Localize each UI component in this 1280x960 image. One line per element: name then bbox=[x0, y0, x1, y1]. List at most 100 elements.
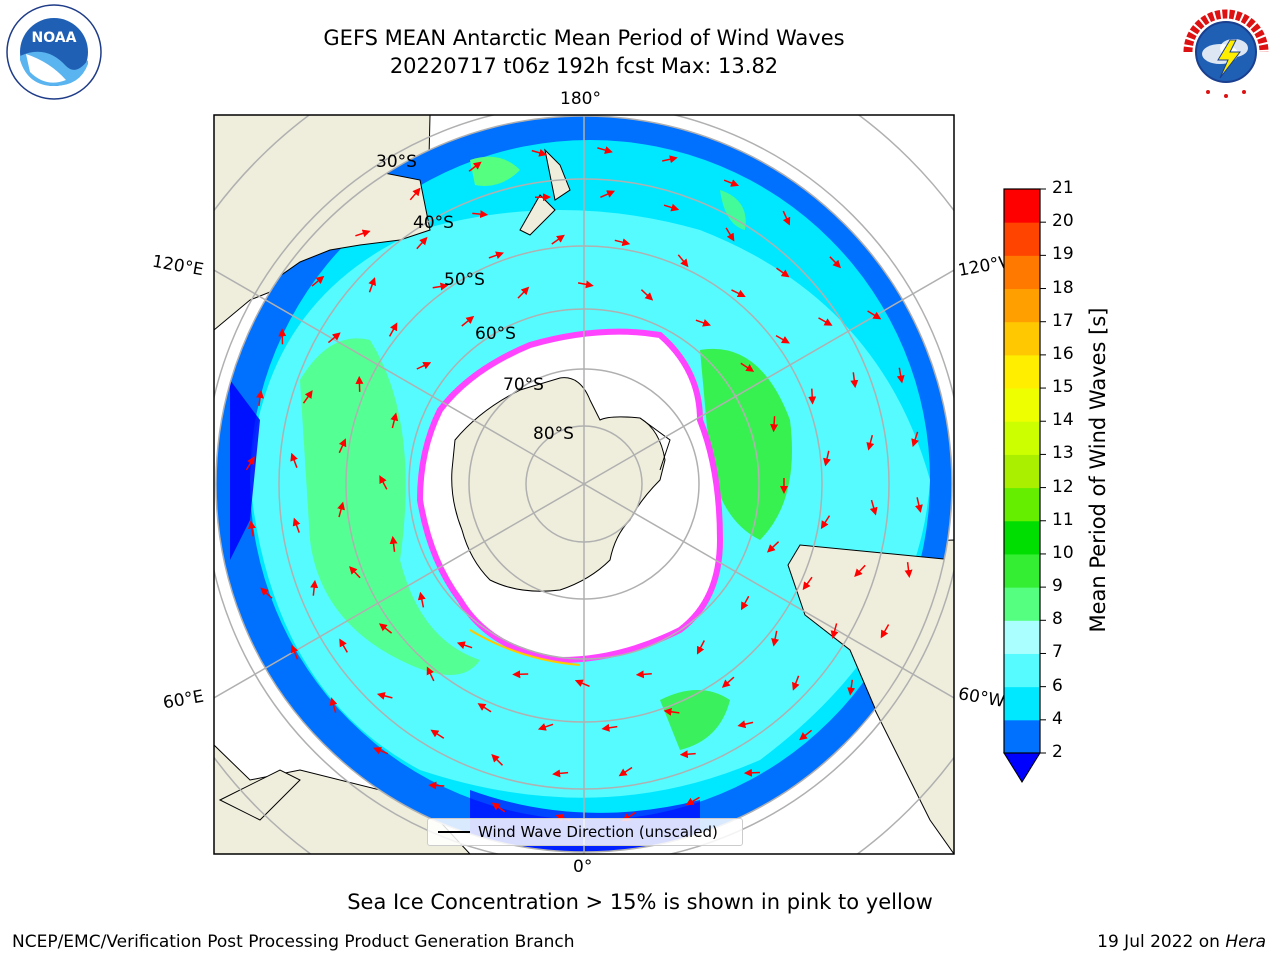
wind-wave-arrow bbox=[820, 515, 831, 530]
wind-wave-arrow bbox=[290, 644, 299, 660]
wind-wave-arrow bbox=[329, 697, 338, 713]
wind-wave-arrow bbox=[551, 234, 565, 245]
land-new-zealand bbox=[544, 148, 571, 201]
footer-date: 19 Jul 2022 on Hera bbox=[1097, 932, 1266, 952]
colorbar-tick-label: 9 bbox=[1052, 576, 1063, 597]
colorbar-band bbox=[1004, 321, 1040, 356]
wind-wave-arrow bbox=[830, 623, 839, 639]
wind-wave-arrow bbox=[432, 282, 449, 291]
svg-text:NOAA: NOAA bbox=[32, 30, 77, 46]
map-title: GEFS MEAN Antarctic Mean Period of Wind … bbox=[323, 26, 845, 50]
colorbar-band bbox=[1004, 354, 1040, 389]
lat-label-70s: 70°S bbox=[503, 375, 544, 395]
wind-wave-arrow bbox=[850, 372, 859, 389]
wind-wave-arrow bbox=[409, 187, 421, 201]
wind-wave-arrow bbox=[823, 450, 831, 467]
wind-wave-arrow bbox=[847, 679, 856, 696]
wind-wave-arrow bbox=[880, 624, 890, 639]
wind-wave-arrow bbox=[622, 811, 636, 822]
colorbar-band bbox=[1004, 454, 1040, 489]
colorbar-tick-label: 16 bbox=[1052, 343, 1074, 364]
wind-wave-arrow bbox=[430, 729, 445, 739]
colorbar-tick-label: 2 bbox=[1052, 742, 1063, 762]
wind-wave-arrow bbox=[260, 587, 273, 599]
wind-wave-arrow bbox=[337, 501, 345, 518]
lat-label-50s: 50°S bbox=[444, 270, 485, 290]
colorbar-tick-label: 19 bbox=[1052, 244, 1074, 265]
lat-label-60s: 60°S bbox=[475, 324, 516, 344]
wind-wave-arrow bbox=[766, 541, 780, 553]
colorbar-band bbox=[1004, 288, 1040, 323]
wind-wave-arrow bbox=[731, 289, 746, 298]
wind-wave-arrow bbox=[782, 210, 791, 226]
wind-wave-arrow bbox=[771, 630, 780, 647]
wind-wave-arrow bbox=[390, 412, 399, 429]
wind-wave-arrow bbox=[338, 438, 347, 454]
lat-label-80s: 80°S bbox=[533, 424, 574, 444]
colorbar-label: Mean Period of Wind Waves [s] bbox=[1086, 307, 1110, 633]
wind-wave-arrow bbox=[775, 334, 790, 344]
wind-wave-arrow bbox=[867, 310, 882, 320]
wind-wave-arrow bbox=[355, 229, 371, 238]
wind-wave-arrow bbox=[537, 723, 554, 731]
wind-wave-arrow bbox=[915, 497, 923, 513]
wind-wave-arrow bbox=[770, 416, 779, 433]
wind-wave-arrow bbox=[601, 723, 618, 732]
nws-logo-icon bbox=[1180, 6, 1272, 98]
footer-host: Hera bbox=[1225, 932, 1266, 952]
wind-wave-arrow bbox=[327, 332, 341, 344]
wind-wave-arrow bbox=[574, 679, 590, 687]
wind-wave-arrow bbox=[477, 703, 492, 713]
wind-wave-arrow bbox=[245, 456, 255, 471]
wind-wave-arrow bbox=[791, 675, 800, 691]
wind-wave-arrow bbox=[802, 576, 813, 591]
wind-wave-arrow bbox=[491, 802, 506, 813]
wind-wave-arrow bbox=[854, 564, 866, 578]
colorbar-tick-label: 14 bbox=[1052, 410, 1074, 431]
wind-wave-arrow bbox=[379, 475, 388, 490]
wind-wave-arrow bbox=[740, 595, 750, 611]
wind-wave-arrow bbox=[310, 579, 319, 596]
wind-wave-arrow bbox=[372, 746, 389, 755]
wind-wave-arrow bbox=[378, 623, 393, 634]
colorbar-band bbox=[1004, 553, 1040, 588]
wind-wave-arrow bbox=[818, 317, 833, 326]
wind-wave-arrow bbox=[417, 591, 426, 608]
wind-wave-arrow bbox=[662, 155, 678, 164]
colorbar-band bbox=[1004, 487, 1040, 522]
colorbar-tick-label: 7 bbox=[1052, 642, 1063, 663]
land-madagascar bbox=[218, 769, 301, 821]
colorbar-tick-label: 8 bbox=[1052, 609, 1063, 630]
colorbar-tick-label: 13 bbox=[1052, 443, 1074, 464]
wind-wave-arrow bbox=[743, 768, 760, 777]
wind-wave-arrow bbox=[302, 390, 313, 404]
wind-wave-arrow bbox=[911, 431, 919, 448]
wind-wave-arrow bbox=[491, 753, 504, 766]
wind-wave-arrow bbox=[677, 254, 689, 268]
colorbar-band bbox=[1004, 520, 1040, 555]
wind-wave-arrow bbox=[679, 750, 696, 759]
wind-wave-arrow bbox=[808, 388, 817, 405]
wind-wave-arrow bbox=[896, 367, 905, 384]
wind-wave-arrow bbox=[725, 227, 735, 242]
colorbar-band bbox=[1004, 719, 1040, 754]
colorbar-tick-label: 10 bbox=[1052, 542, 1074, 563]
wind-wave-arrow bbox=[461, 315, 475, 327]
wind-wave-arrow bbox=[292, 517, 301, 533]
noaa-logo-icon: NOAA bbox=[6, 4, 102, 100]
colorbar-band bbox=[1004, 189, 1040, 223]
colorbar-tick-label: 11 bbox=[1052, 509, 1074, 530]
wind-wave-arrow bbox=[247, 520, 256, 537]
wind-wave-arrow bbox=[866, 435, 875, 451]
wind-wave-arrow bbox=[468, 161, 482, 172]
colorbar-band bbox=[1004, 222, 1040, 256]
wind-wave-arrow bbox=[721, 676, 735, 688]
wind-wave-arrow bbox=[349, 566, 361, 579]
wind-wave-arrow bbox=[740, 362, 755, 372]
colorbar-band bbox=[1004, 686, 1040, 721]
wind-wave-arrow bbox=[416, 236, 428, 250]
wind-wave-arrow bbox=[723, 179, 740, 187]
colorbar-band bbox=[1004, 587, 1040, 621]
wind-wave-arrow bbox=[290, 452, 298, 468]
wind-wave-arrow bbox=[256, 390, 264, 407]
